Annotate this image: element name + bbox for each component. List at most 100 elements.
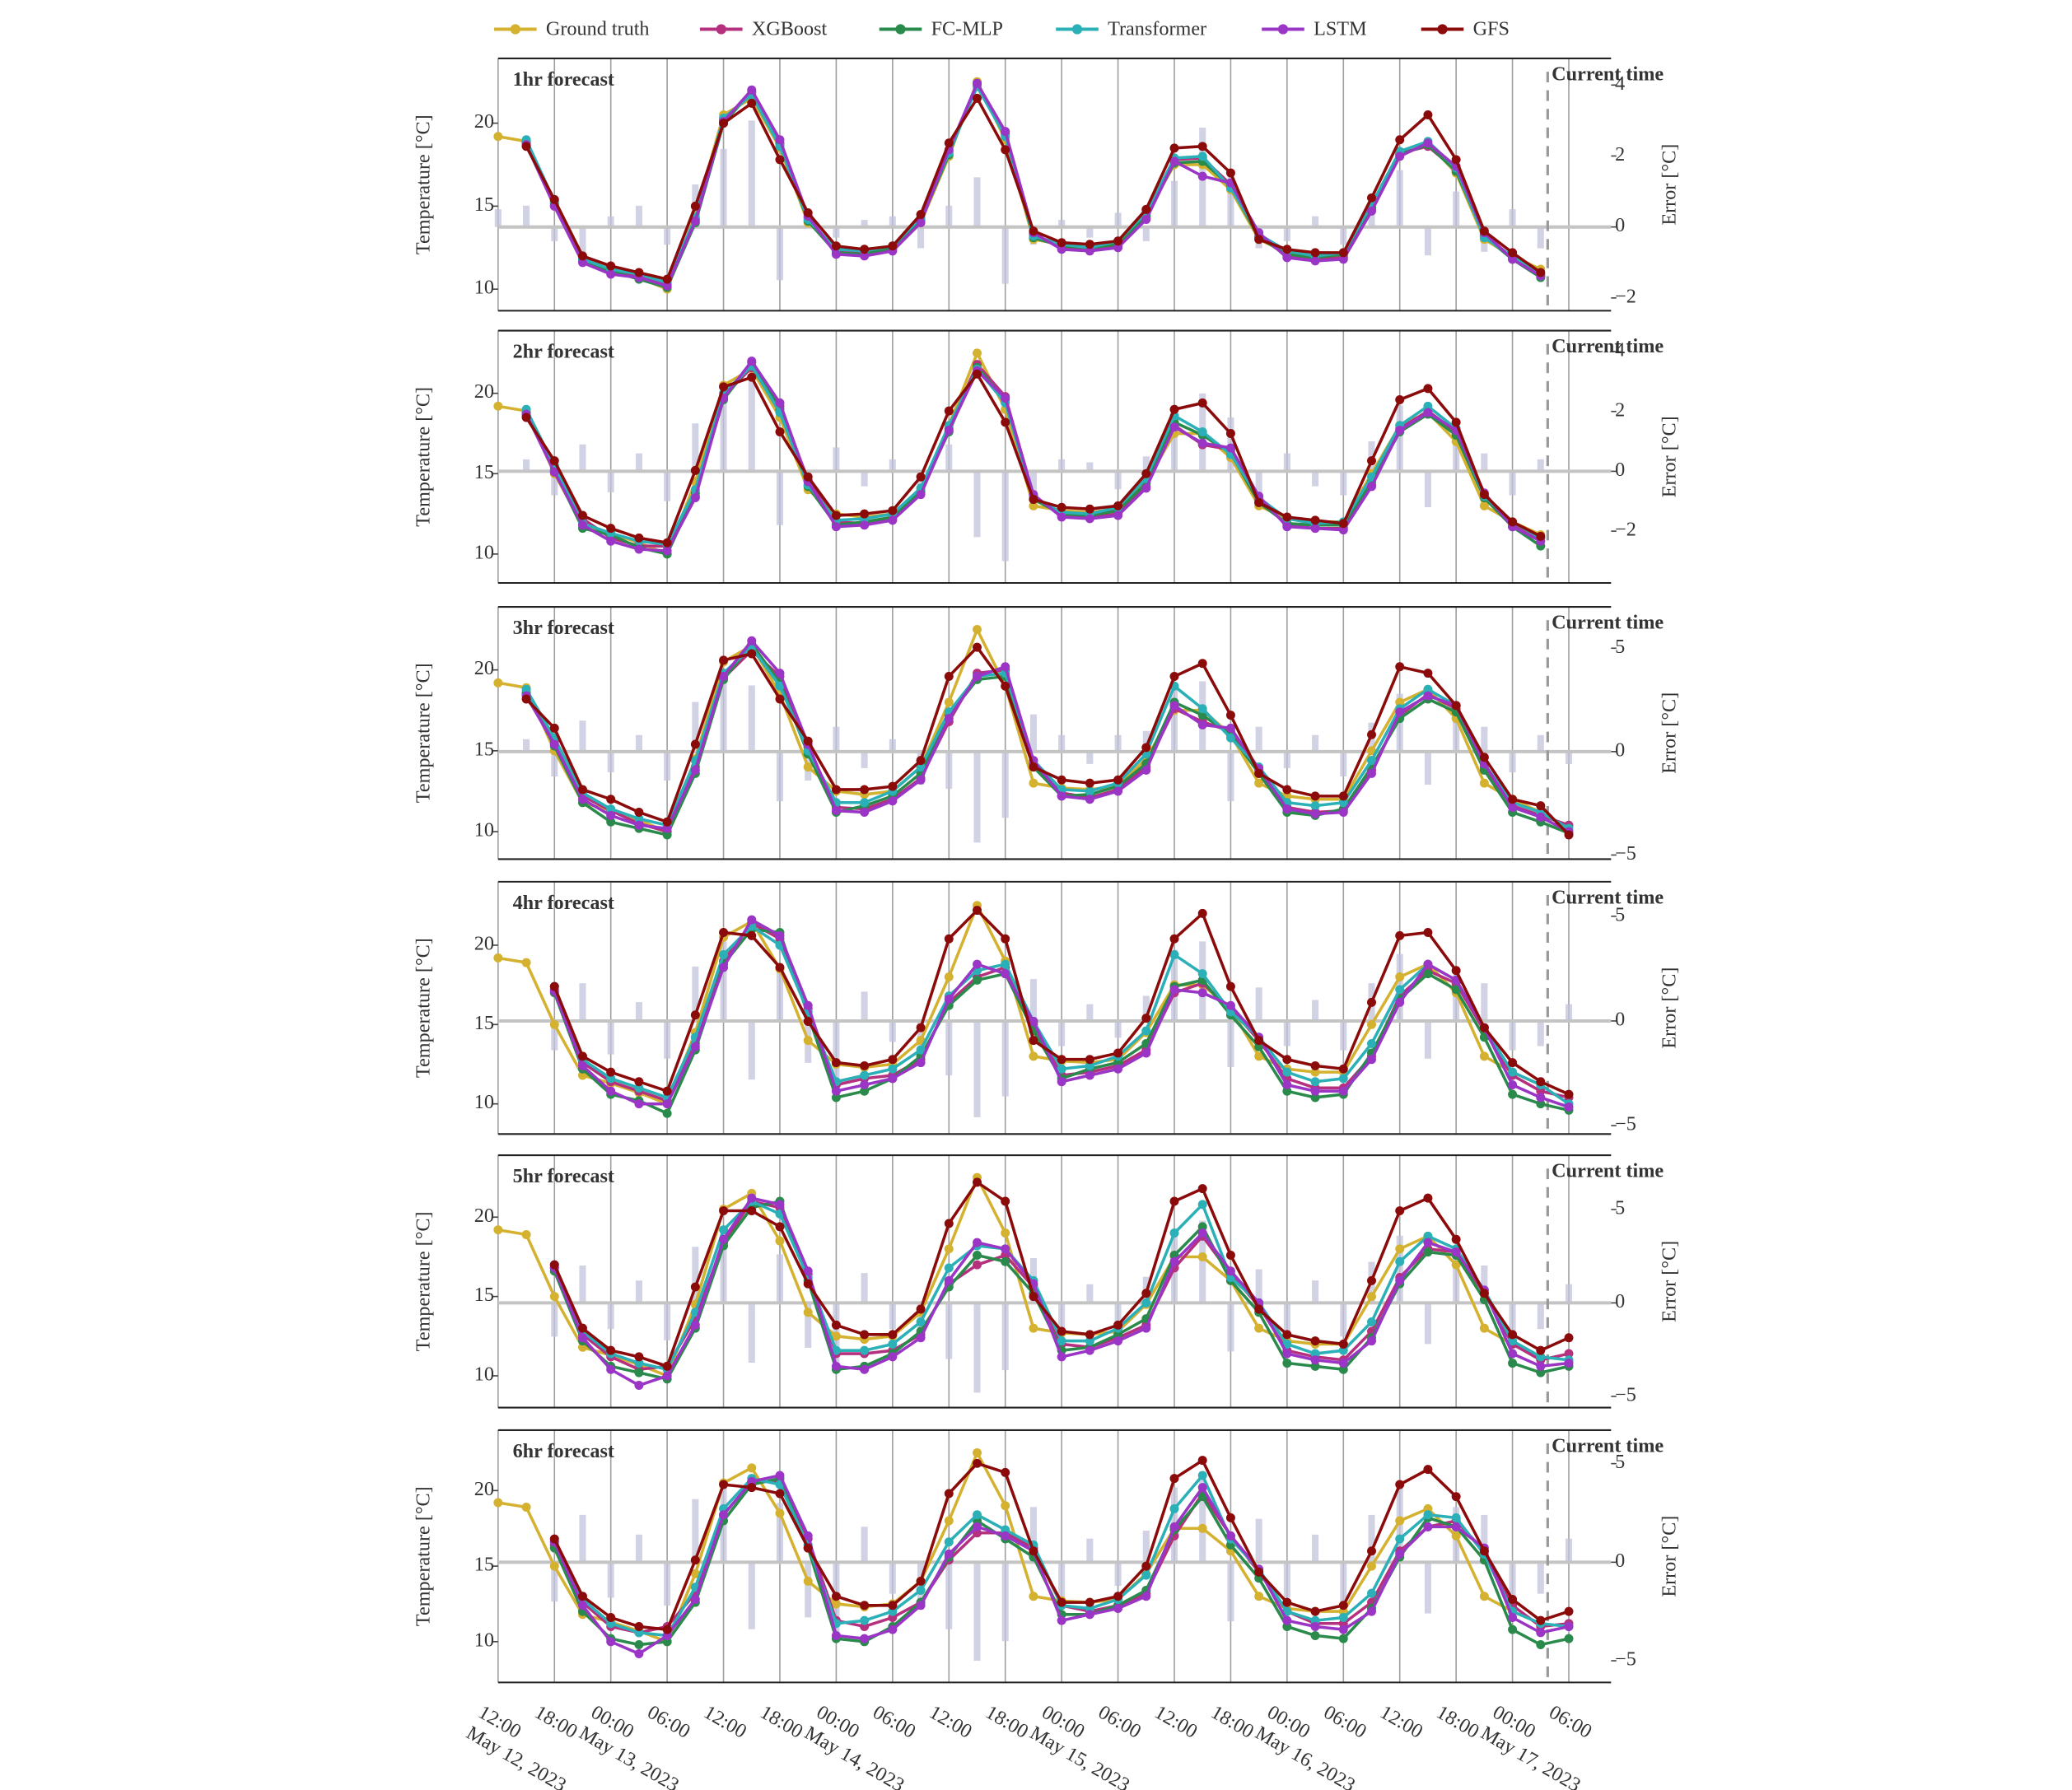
data-point (1282, 1597, 1292, 1607)
legend-label: Transformer (1108, 18, 1206, 40)
data-point (888, 1625, 898, 1634)
error-bar (861, 751, 868, 768)
error-bar (1537, 1562, 1544, 1594)
data-point (1254, 1042, 1264, 1051)
data-point (662, 538, 672, 548)
y2-tick-label: 0 (1615, 214, 1625, 236)
series-line (525, 95, 1542, 282)
error-bar (805, 1562, 812, 1618)
data-point (831, 785, 841, 795)
data-point (662, 1625, 672, 1634)
data-point (1508, 1080, 1518, 1090)
data-point (1423, 684, 1433, 694)
data-point (803, 1576, 813, 1586)
data-point (916, 1045, 926, 1055)
data-point (916, 1333, 926, 1343)
data-point (803, 762, 813, 771)
error-bar (1340, 1020, 1347, 1051)
data-point (634, 533, 644, 543)
data-point (1395, 1244, 1405, 1254)
x-tick-label-line: 12:00 (1151, 1700, 1202, 1742)
error-bar (776, 970, 784, 1021)
data-point (888, 796, 898, 806)
data-point (1338, 798, 1348, 808)
data-point (1338, 1339, 1348, 1349)
data-point (690, 739, 700, 749)
error-bar (1227, 177, 1234, 227)
data-point (1423, 1238, 1433, 1247)
data-point (1169, 1522, 1179, 1531)
y2-tick-label: −5 (1615, 1383, 1636, 1405)
error-bar (945, 444, 953, 472)
data-point (1001, 394, 1010, 403)
error-bar (973, 1562, 981, 1662)
data-point (1451, 1492, 1461, 1502)
data-point (606, 795, 616, 804)
data-point (1310, 801, 1320, 811)
error-bar (1255, 471, 1262, 499)
data-point (1029, 1036, 1038, 1046)
x-tick-label: 06:00 (869, 1700, 919, 1742)
data-point (1057, 512, 1066, 522)
data-point (944, 972, 954, 981)
data-point (1367, 456, 1376, 466)
data-point (1508, 254, 1518, 264)
data-point (803, 1036, 813, 1046)
data-point (1141, 204, 1151, 214)
y-tick-label: 20 (474, 933, 494, 955)
error-bar (1537, 459, 1544, 472)
x-tick-label-line: 12:00 (700, 1700, 750, 1742)
data-point (1310, 1086, 1320, 1096)
data-point (1225, 1251, 1235, 1260)
data-point (1113, 236, 1123, 246)
y-tick-label: 15 (474, 193, 494, 216)
error-bar (1396, 170, 1403, 227)
data-point (1001, 934, 1010, 944)
data-point (1085, 786, 1094, 796)
current-time-label: Current time (1552, 1160, 1664, 1182)
error-bar (1086, 1284, 1094, 1303)
current-time-label: Current time (1552, 612, 1664, 634)
data-point (973, 1260, 982, 1270)
data-point (662, 1361, 672, 1371)
error-bar (945, 751, 953, 790)
data-point (1141, 765, 1151, 775)
data-point (1338, 1074, 1348, 1084)
data-point (1367, 1055, 1376, 1065)
data-point (973, 1177, 982, 1187)
y2-tick-label: −2 (1615, 285, 1636, 307)
data-point (634, 820, 644, 830)
data-point (1141, 1048, 1151, 1058)
data-point (1197, 398, 1207, 408)
data-point (860, 1080, 870, 1090)
data-point (831, 1345, 841, 1355)
data-point (775, 1222, 785, 1232)
error-bar (579, 226, 586, 256)
data-point (1282, 1067, 1292, 1077)
data-point (549, 456, 559, 466)
data-point (916, 218, 926, 228)
data-point (944, 1275, 954, 1285)
x-tick-label-line: 18:00 (1207, 1700, 1258, 1742)
data-point (549, 1019, 559, 1029)
data-point (1197, 1228, 1207, 1238)
data-point (1395, 997, 1405, 1007)
data-point (1479, 1289, 1489, 1298)
error-bar (1255, 1269, 1262, 1303)
data-point (775, 427, 785, 437)
data-point (606, 1086, 616, 1096)
data-point (973, 672, 982, 681)
error-bar (692, 702, 699, 752)
x-tick-label: 18:00 (531, 1700, 581, 1742)
y-axis-label: Temperature [°C] (413, 387, 435, 527)
data-point (521, 1229, 531, 1239)
data-point (1395, 395, 1405, 404)
data-point (973, 642, 982, 652)
data-point (1141, 1570, 1151, 1580)
data-point (944, 1489, 954, 1499)
error-bar (692, 1499, 699, 1563)
data-point (1085, 240, 1094, 249)
data-point (747, 372, 757, 382)
error-bar (551, 471, 558, 496)
error-bar (1058, 459, 1066, 472)
